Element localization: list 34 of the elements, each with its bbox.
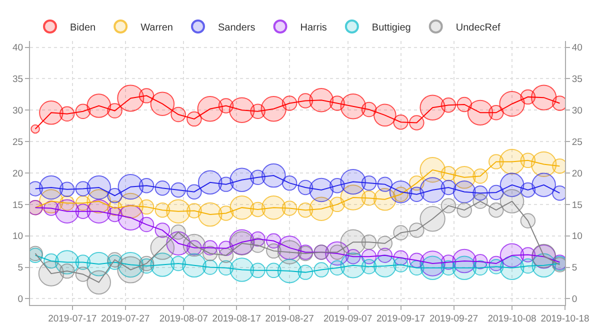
y2-tick-label: 35 (572, 74, 582, 86)
x-tick-label: 2019-07-27 (101, 313, 150, 324)
y2-tick-label: 25 (572, 136, 582, 148)
y2-tick-label: 5 (572, 262, 578, 274)
legend-label: Warren (140, 22, 173, 34)
y2-tick-label: 30 (572, 105, 582, 116)
x-tick-label: 2019-09-07 (324, 313, 372, 324)
x-tick-label: 2019-07-17 (48, 313, 97, 324)
legend-label: Biden (70, 22, 96, 34)
y-tick-label: 30 (12, 105, 24, 116)
y2-tick-label: 0 (572, 294, 578, 306)
y2-tick-label: 10 (572, 231, 582, 242)
x-tick-label: 2019-09-27 (429, 313, 478, 324)
x-tick-label: 2019-10-18 (540, 313, 590, 324)
x-tick-label: 2019-10-08 (488, 313, 536, 324)
y-tick-label: 10 (12, 231, 24, 242)
x-tick-label: 2019-08-07 (159, 313, 208, 324)
y2-tick-label: 40 (572, 42, 582, 54)
y-tick-label: 35 (12, 74, 24, 86)
x-tick-label: 2019-08-17 (212, 313, 261, 324)
y-tick-label: 20 (12, 168, 24, 180)
y2-tick-label: 15 (572, 200, 582, 211)
y-tick-label: 5 (18, 262, 24, 274)
y-tick-label: 25 (12, 136, 24, 148)
legend-label: Buttigieg (372, 22, 411, 34)
legend-label: Sanders (218, 22, 256, 34)
y-tick-label: 0 (18, 294, 24, 306)
y2-tick-label: 20 (572, 168, 582, 180)
y-tick-label: 40 (12, 42, 24, 54)
legend-label: UndecRef (456, 22, 501, 34)
legend-label: Harris (300, 22, 327, 34)
y-tick-label: 15 (12, 200, 24, 211)
x-tick-label: 2019-09-17 (376, 313, 426, 324)
x-tick-label: 2019-08-27 (265, 313, 314, 324)
